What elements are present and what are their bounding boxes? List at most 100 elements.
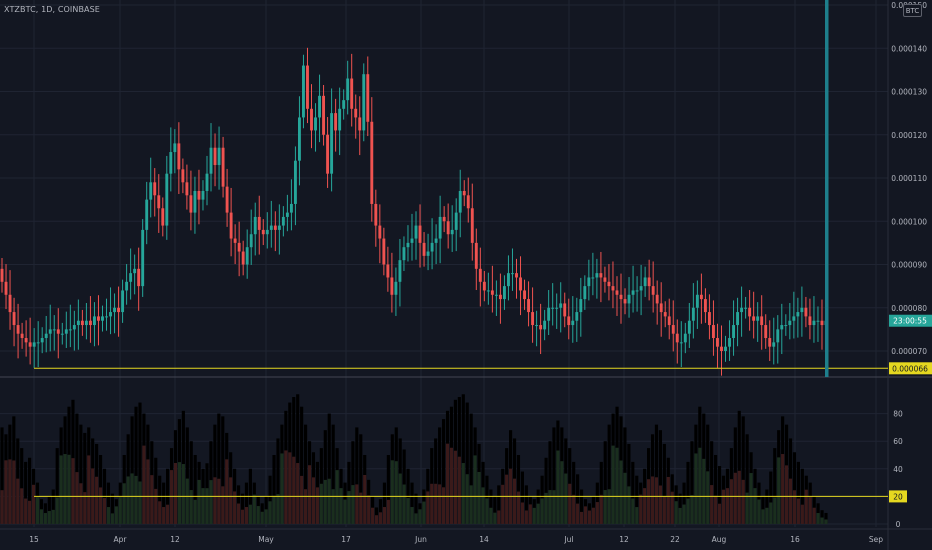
histogram-bar xyxy=(268,475,272,524)
histogram-inner-bar xyxy=(512,478,517,524)
histogram-inner-bar xyxy=(162,507,166,524)
candle xyxy=(394,281,398,295)
histogram-inner-bar xyxy=(469,485,473,524)
candle xyxy=(193,190,197,213)
candle xyxy=(728,338,731,347)
candle xyxy=(647,277,651,287)
histogram-bar xyxy=(465,402,469,524)
candle xyxy=(245,247,249,265)
histogram-bar xyxy=(221,416,225,524)
candle xyxy=(209,147,213,174)
candle xyxy=(72,325,76,330)
histogram-inner-bar xyxy=(410,507,414,524)
histogram-inner-bar xyxy=(142,445,146,524)
histogram-inner-bar xyxy=(749,473,753,524)
candle xyxy=(366,74,370,122)
histogram-inner-bar xyxy=(457,456,461,524)
candle xyxy=(249,234,253,248)
histogram-inner-bar xyxy=(166,504,170,524)
histogram-inner-bar xyxy=(130,473,134,524)
histogram-inner-bar xyxy=(804,489,808,524)
histogram-inner-bar xyxy=(781,454,785,524)
histogram-bar xyxy=(493,496,497,524)
candle xyxy=(16,325,20,334)
candle xyxy=(820,320,824,326)
histogram-inner-bar xyxy=(292,456,296,524)
candle xyxy=(185,182,189,196)
histogram-inner-bar xyxy=(516,491,521,524)
candle xyxy=(631,290,635,295)
candle xyxy=(523,290,526,300)
candle xyxy=(346,78,350,101)
price-tick-label: 0.000080 xyxy=(891,304,927,313)
candle xyxy=(511,273,514,275)
histogram-bar xyxy=(296,394,300,524)
candle xyxy=(812,320,816,326)
histogram-bar xyxy=(765,489,769,524)
histogram-inner-bar xyxy=(788,478,793,524)
candle xyxy=(434,238,438,243)
histogram-inner-bar xyxy=(114,506,118,524)
histogram-bar xyxy=(576,474,580,524)
histogram-inner-bar xyxy=(122,483,126,524)
candle xyxy=(40,338,44,343)
candle xyxy=(12,312,16,326)
histogram-inner-bar xyxy=(773,497,777,524)
candle xyxy=(125,281,129,291)
candle xyxy=(221,147,225,187)
currency-button[interactable]: BTC xyxy=(903,4,922,17)
histogram-bar xyxy=(110,493,114,524)
histogram-inner-bar xyxy=(497,510,501,524)
candle xyxy=(615,290,619,295)
candle xyxy=(330,113,334,174)
candle xyxy=(374,203,378,226)
histogram-inner-bar xyxy=(627,486,631,524)
histogram-inner-bar xyxy=(173,463,178,524)
candle xyxy=(36,342,40,344)
histogram-inner-bar xyxy=(406,498,410,524)
histogram-inner-bar xyxy=(741,479,745,524)
histogram-inner-bar xyxy=(150,475,154,524)
candle xyxy=(752,316,756,321)
x-tick-label: 15 xyxy=(29,535,39,544)
candle xyxy=(579,299,583,313)
histogram-bar xyxy=(745,434,749,524)
candle xyxy=(720,346,723,351)
histogram-inner-bar xyxy=(327,478,331,524)
histogram-inner-bar xyxy=(493,512,497,524)
histogram-bar xyxy=(20,448,24,524)
histogram-bar xyxy=(386,455,390,524)
histogram-inner-bar xyxy=(662,495,666,524)
candle xyxy=(712,325,715,339)
candle xyxy=(225,186,229,213)
histogram-bar xyxy=(434,438,438,524)
vertical-marker-line[interactable] xyxy=(825,0,829,377)
histogram-bar xyxy=(414,493,418,524)
histogram-inner-bar xyxy=(315,487,319,524)
histogram-inner-bar xyxy=(252,494,256,524)
histogram-inner-bar xyxy=(505,474,509,524)
histogram-bar xyxy=(658,430,662,524)
histogram-inner-bar xyxy=(753,488,757,524)
candle xyxy=(454,212,458,230)
candle xyxy=(201,190,205,200)
candle xyxy=(310,108,313,131)
histogram-inner-bar xyxy=(733,472,737,524)
candle xyxy=(281,216,285,226)
histogram-bar xyxy=(635,475,639,524)
x-tick-label: Jun xyxy=(414,535,427,544)
histogram-bar xyxy=(489,489,493,524)
histogram-bar xyxy=(548,441,552,524)
candle xyxy=(539,325,543,330)
histogram-bar xyxy=(686,461,690,524)
candle xyxy=(462,190,466,196)
x-tick-label: 16 xyxy=(790,535,800,544)
histogram-inner-bar xyxy=(110,513,114,524)
histogram-inner-bar xyxy=(284,450,288,524)
candle xyxy=(619,294,623,300)
candle xyxy=(671,325,675,334)
candle xyxy=(370,121,374,204)
candle xyxy=(547,307,551,321)
histogram-inner-bar xyxy=(217,478,221,524)
